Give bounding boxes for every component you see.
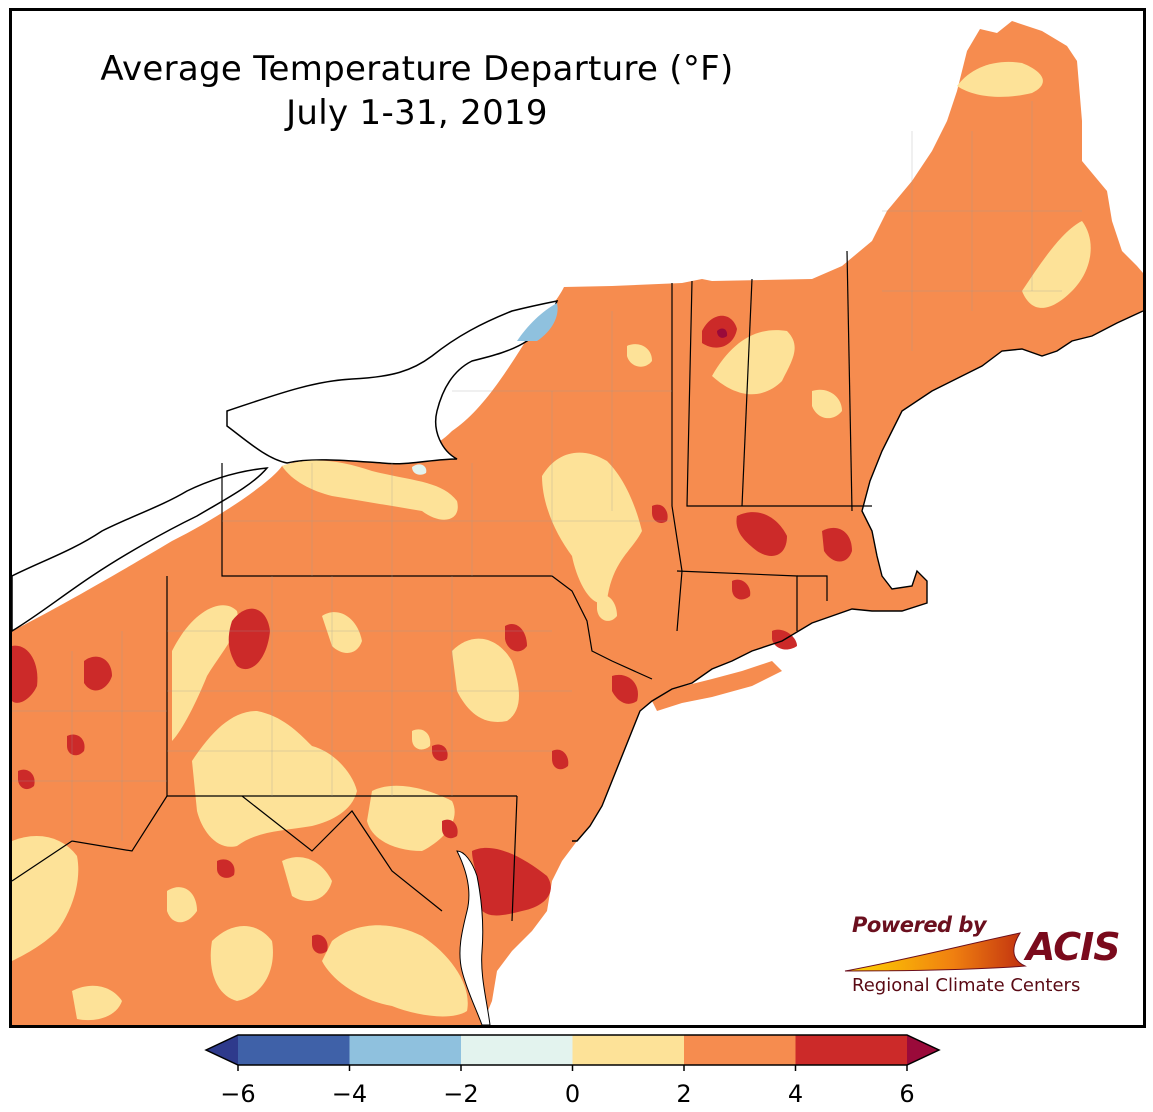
logo-org: Regional Climate Centers [852, 975, 1081, 996]
county-boundaries [12, 101, 1082, 841]
legend-over-arrow [907, 1035, 939, 1065]
temperature-departure-map [12, 21, 1143, 1025]
legend-bin-2 [461, 1035, 573, 1065]
zone-negative [412, 303, 558, 475]
legend-bin-3 [572, 1035, 684, 1065]
legend-tick-label: 2 [676, 1080, 692, 1108]
acis-logo: Powered by ACIS Regional Climate Centers [840, 911, 1130, 1006]
map-title: Average Temperature Departure (°F) [100, 49, 734, 89]
logo-brand: ACIS [1026, 925, 1121, 969]
logo-swoosh [844, 932, 1027, 972]
legend-bin-0 [238, 1035, 350, 1065]
legend-bin-1 [349, 1035, 461, 1065]
legend-tick-label: −6 [220, 1080, 256, 1108]
logo-powered-by: Powered by [852, 913, 987, 937]
great-lakes [12, 300, 559, 632]
color-legend [204, 1034, 941, 1071]
legend-under-arrow [206, 1035, 238, 1065]
legend-tick-label: 6 [899, 1080, 915, 1108]
state-boundaries [12, 250, 872, 922]
zone-4-to-6 [12, 315, 852, 954]
legend-tick-label: −4 [331, 1080, 368, 1108]
zone-above-6 [717, 328, 728, 338]
zone-0-to-2 [12, 61, 1091, 1021]
chesapeake-bay [456, 850, 491, 1025]
map-panel: Average Temperature Departure (°F) July … [9, 8, 1146, 1028]
legend-bin-5 [795, 1035, 907, 1065]
map-subtitle-date: July 1-31, 2019 [286, 93, 548, 133]
coastline [572, 310, 1143, 842]
legend-tick-label: 4 [787, 1080, 804, 1108]
legend-tick-label: 0 [564, 1080, 581, 1108]
legend-bin-4 [684, 1035, 796, 1065]
legend-tick-label: −2 [443, 1080, 479, 1108]
